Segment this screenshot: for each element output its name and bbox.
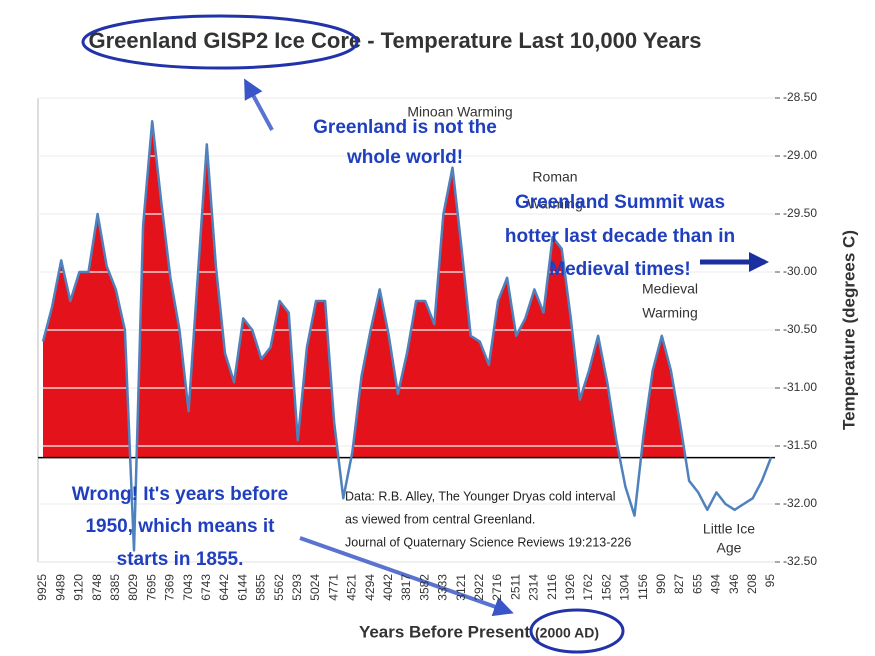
x-tick-label: 4521 [345, 574, 359, 601]
x-tick-label: 3333 [436, 574, 450, 601]
overlay-note: Medieval times! [549, 259, 691, 280]
line [41, 119, 773, 552]
x-tick-label: 6144 [235, 574, 249, 601]
source-note: as viewed from central Greenland. [345, 512, 535, 526]
plot-area [37, 97, 775, 563]
x-tick-label: 7369 [163, 574, 177, 601]
x-tick-label: 4294 [363, 574, 377, 601]
x-tick-label: 208 [745, 574, 759, 594]
x-tick-label: 6743 [199, 574, 213, 601]
x-tick-label: 5293 [290, 574, 304, 601]
highlight-ellipse [81, 14, 359, 70]
x-tick-label: 9925 [35, 574, 49, 601]
x-axis-label-note: (2000 AD) [535, 625, 599, 641]
overlay-note: starts in 1855. [117, 549, 244, 570]
x-tick-label: 1762 [581, 574, 595, 601]
x-tick-label: 95 [763, 574, 777, 588]
x-tick-label: 4042 [381, 574, 395, 601]
overlay-note: Wrong! It's years before [72, 484, 288, 505]
x-tick-label: 1562 [599, 574, 613, 601]
x-tick-label: 3582 [417, 574, 431, 601]
source-note: Data: R.B. Alley, The Younger Dryas cold… [345, 489, 616, 503]
overlay-note: whole world! [346, 147, 463, 168]
overlay-note: Greenland Summit was [515, 192, 725, 213]
arrow [299, 536, 514, 617]
x-tick-label: 5855 [254, 574, 268, 601]
x-tick-label: 7043 [181, 574, 195, 601]
x-tick-label: 8385 [108, 574, 122, 601]
y-tick-label: -32.50 [783, 554, 817, 568]
x-tick-label: 2716 [490, 574, 504, 601]
overlay-note: 1950, which means it [85, 516, 275, 537]
overlay-note: hotter last decade than in [505, 226, 735, 247]
x-tick-label: 990 [654, 574, 668, 594]
y-tick-label: -32.00 [783, 496, 817, 510]
chart-annotation: Warming [527, 196, 583, 212]
y-axis-label: Temperature (degrees C) [839, 230, 858, 430]
x-tick-label: 3121 [454, 574, 468, 601]
x-tick-label: 6442 [217, 574, 231, 601]
y-tick-label: -30.00 [783, 264, 817, 278]
overlay-note: Greenland is not the [313, 117, 497, 138]
x-tick-label: 7695 [144, 574, 158, 601]
x-tick-label: 9489 [53, 574, 67, 601]
x-tick-label: 8029 [126, 574, 140, 601]
x-axis-label: Years Before Present [359, 622, 530, 641]
x-tick-label: 827 [672, 574, 686, 594]
chart-annotation: Medieval [642, 281, 698, 297]
x-tick-label: 2116 [545, 574, 559, 600]
y-tick-label: -30.50 [783, 322, 817, 336]
y-tick-label: -29.50 [783, 206, 817, 220]
x-tick-label: 346 [727, 574, 741, 594]
arrow [244, 78, 274, 131]
y-tick-label: -31.00 [783, 380, 817, 394]
x-tick-label: 2922 [472, 574, 486, 601]
y-tick-label: -29.00 [783, 148, 817, 162]
x-tick-label: 2511 [508, 574, 522, 600]
x-tick-label: 2314 [527, 574, 541, 601]
x-tick-label: 655 [690, 574, 704, 594]
y-tick-label: -31.50 [783, 438, 817, 452]
chart-title: Greenland GISP2 Ice Core - Temperature L… [88, 28, 701, 53]
chart-annotation: Little Ice [703, 521, 755, 537]
chart-annotation: Roman [532, 169, 577, 185]
x-tick-label: 3817 [399, 574, 413, 601]
x-tick-label: 1156 [636, 574, 650, 600]
y-tick-label: -28.50 [783, 90, 817, 104]
chart-annotation: Warming [642, 305, 698, 321]
source-note: Journal of Quaternary Science Reviews 19… [345, 535, 631, 549]
x-tick-label: 494 [709, 574, 723, 594]
chart-annotation: Age [717, 540, 742, 556]
x-tick-label: 4771 [326, 574, 340, 601]
highlight-ellipse [529, 608, 625, 654]
x-tick-label: 8748 [90, 574, 104, 601]
x-tick-label: 1926 [563, 574, 577, 601]
x-tick-label: 9120 [72, 574, 86, 601]
x-tick-label: 5562 [272, 574, 286, 601]
x-tick-label: 5024 [308, 574, 322, 601]
x-tick-label: 1304 [618, 574, 632, 601]
chart-annotation: Minoan Warming [407, 104, 512, 120]
